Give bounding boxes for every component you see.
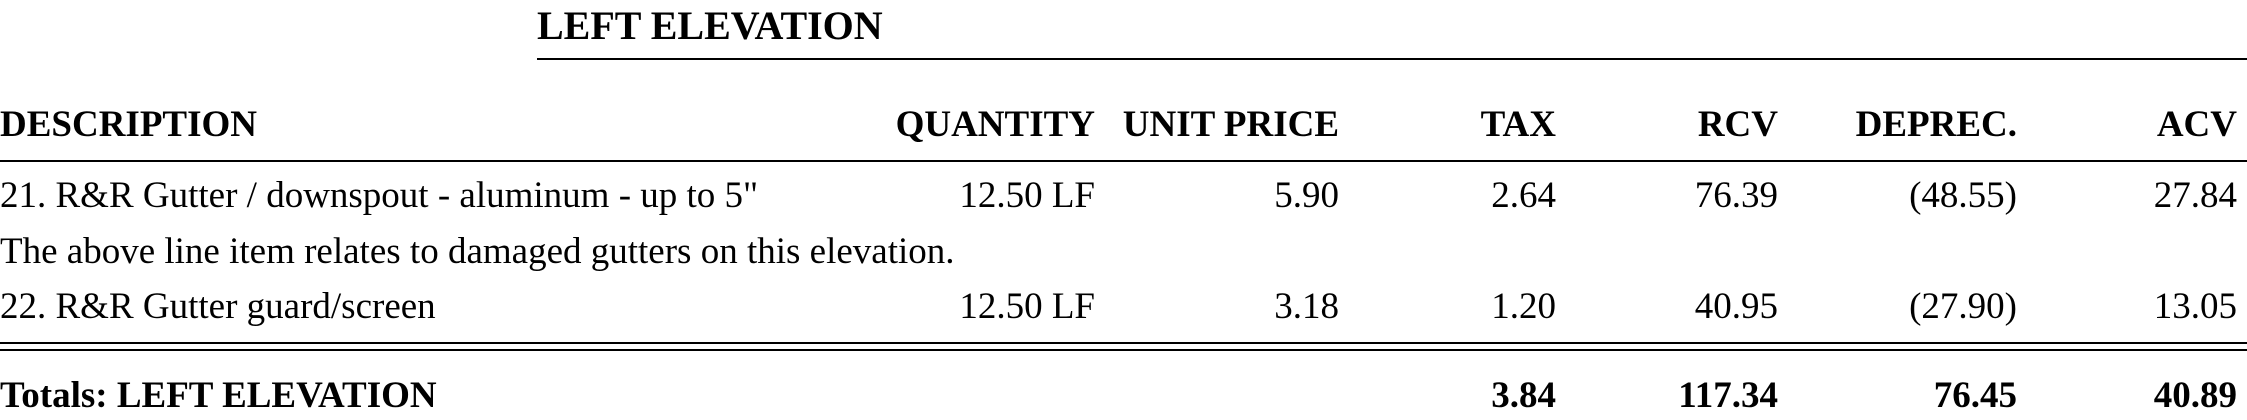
row-deprec: (27.90): [1909, 286, 2017, 327]
column-header-quantity: QUANTITY: [895, 104, 1095, 145]
row-rcv: 40.95: [1694, 286, 1778, 327]
column-header-acv: ACV: [2156, 104, 2237, 145]
row-acv: 13.05: [2153, 286, 2237, 327]
totals-label: Totals: LEFT ELEVATION: [0, 375, 437, 416]
row-unit-price: 3.18: [1274, 286, 1339, 327]
totals-tax: 3.84: [1491, 375, 1556, 416]
totals-rcv: 117.34: [1678, 375, 1778, 416]
column-header-description: DESCRIPTION: [0, 104, 257, 145]
header-divider: [0, 160, 2247, 162]
row-rcv: 76.39: [1694, 175, 1778, 216]
row-tax: 2.64: [1491, 175, 1556, 216]
row-tax: 1.20: [1491, 286, 1556, 327]
section-title-underline: [537, 58, 2247, 60]
column-header-deprec: DEPREC.: [1855, 104, 2017, 145]
row-deprec: (48.55): [1909, 175, 2017, 216]
line-item-note: The above line item relates to damaged g…: [0, 231, 955, 272]
column-header-unit-price: UNIT PRICE: [1122, 104, 1339, 145]
row-description: 22. R&R Gutter guard/screen: [0, 286, 436, 327]
totals-deprec: 76.45: [1933, 375, 2017, 416]
row-unit-price: 5.90: [1274, 175, 1339, 216]
totals-acv: 40.89: [2153, 375, 2237, 416]
row-acv: 27.84: [2153, 175, 2237, 216]
totals-divider-top: [0, 342, 2247, 344]
row-description: 21. R&R Gutter / downspout - aluminum - …: [0, 175, 759, 216]
row-quantity: 12.50 LF: [959, 175, 1095, 216]
totals-divider-bottom: [0, 349, 2247, 351]
column-header-rcv: RCV: [1697, 104, 1778, 145]
column-header-tax: TAX: [1480, 104, 1556, 145]
row-quantity: 12.50 LF: [959, 286, 1095, 327]
section-title: LEFT ELEVATION: [537, 3, 883, 48]
